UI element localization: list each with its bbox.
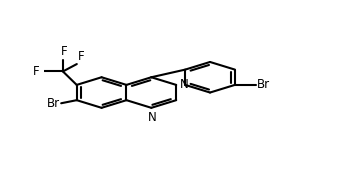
Text: Br: Br [47,97,60,110]
Text: N: N [180,78,189,91]
Text: F: F [32,65,39,78]
Text: N: N [148,111,156,124]
Text: Br: Br [257,78,270,91]
Text: F: F [78,50,85,63]
Text: F: F [60,45,67,58]
